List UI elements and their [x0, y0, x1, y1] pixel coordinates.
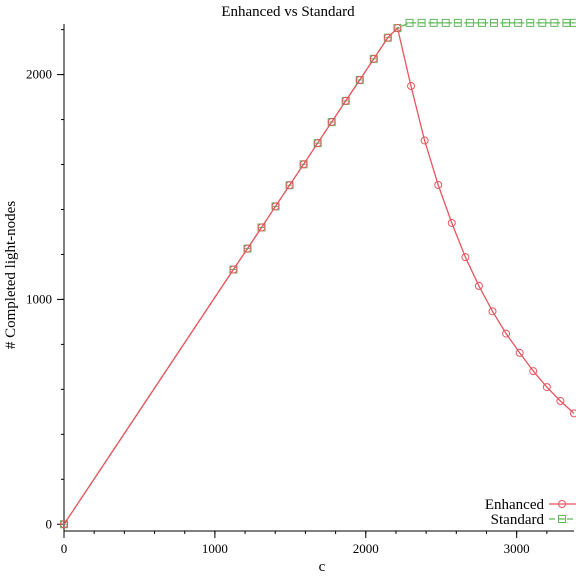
point-enhanced — [407, 82, 416, 91]
point-enhanced — [383, 33, 392, 42]
legend: Enhanced Standard — [485, 497, 576, 528]
point-enhanced — [461, 253, 470, 262]
plot-area — [60, 18, 576, 529]
point-enhanced — [285, 181, 294, 190]
y-tick-label: 2000 — [26, 67, 52, 82]
point-enhanced — [60, 520, 68, 529]
axes — [63, 24, 574, 532]
point-enhanced — [420, 136, 429, 145]
point-enhanced — [434, 180, 443, 189]
point-enhanced — [341, 96, 350, 105]
point-enhanced — [369, 54, 378, 63]
x-tick-label: 0 — [61, 541, 68, 556]
point-enhanced — [271, 202, 280, 211]
series-line-enhanced — [63, 26, 575, 525]
y-tick-label: 1000 — [26, 291, 52, 306]
legend-label-standard: Standard — [491, 512, 545, 528]
point-enhanced — [327, 118, 336, 127]
y-axis-title: # Completed light-nodes — [3, 201, 19, 349]
point-enhanced — [529, 367, 538, 376]
point-enhanced — [393, 24, 402, 33]
x-axis-ticks: 0 1000 2000 3000 — [61, 531, 548, 556]
point-enhanced — [488, 307, 497, 316]
point-enhanced — [556, 397, 565, 406]
point-enhanced — [447, 218, 456, 227]
x-tick-label: 2000 — [353, 541, 379, 556]
point-enhanced — [515, 348, 524, 357]
y-axis-ticks: 0 1000 2000 — [26, 29, 64, 531]
series-line-standard — [63, 22, 574, 525]
point-enhanced — [313, 139, 322, 148]
point-enhanced — [229, 265, 238, 274]
point-enhanced — [542, 383, 551, 392]
chart-title: Enhanced vs Standard — [221, 4, 355, 20]
x-tick-label: 1000 — [202, 541, 228, 556]
series-standard — [60, 18, 576, 529]
series-enhanced — [60, 24, 576, 529]
point-enhanced — [257, 223, 266, 232]
x-tick-label: 3000 — [504, 541, 530, 556]
point-enhanced — [474, 281, 483, 290]
y-tick-label: 0 — [46, 516, 53, 531]
point-enhanced — [355, 75, 364, 84]
point-enhanced — [299, 160, 308, 169]
x-axis-title: c — [319, 559, 326, 575]
point-enhanced — [570, 409, 576, 418]
point-enhanced — [243, 244, 252, 253]
legend-label-enhanced: Enhanced — [485, 497, 545, 513]
legend-marker-enhanced — [558, 500, 566, 508]
point-enhanced — [502, 329, 511, 338]
